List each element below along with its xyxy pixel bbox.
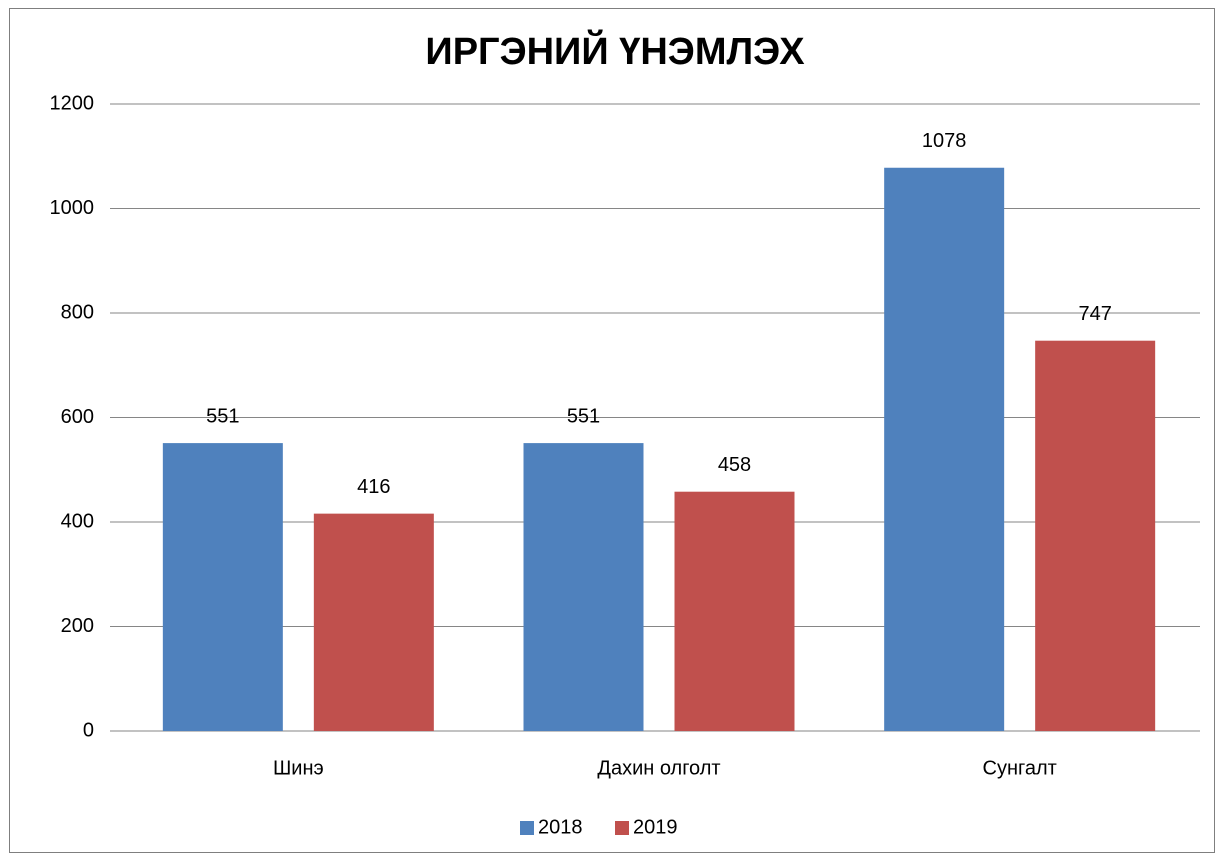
data-label: 551 — [206, 405, 239, 427]
y-tick-label: 1200 — [50, 92, 95, 114]
bar — [313, 513, 434, 731]
data-label: 747 — [1078, 303, 1111, 325]
bar — [674, 491, 795, 731]
x-tick-label: Дахин олголт — [597, 757, 720, 779]
legend-swatch — [520, 821, 534, 835]
bar — [523, 443, 644, 731]
chart-title: ИРГЭНИЙ ҮНЭМЛЭХ — [425, 28, 805, 73]
y-tick-label: 1000 — [50, 197, 95, 219]
legend-swatch — [615, 821, 629, 835]
data-label: 1078 — [922, 130, 967, 152]
bar — [884, 167, 1005, 731]
data-label: 416 — [357, 476, 390, 498]
x-tick-label: Шинэ — [273, 757, 324, 779]
bar — [1035, 340, 1156, 731]
data-label: 458 — [718, 454, 751, 476]
data-label: 551 — [567, 405, 600, 427]
x-tick-label: Сунгалт — [983, 757, 1057, 779]
legend-label: 2018 — [538, 816, 583, 838]
y-tick-label: 0 — [83, 719, 94, 741]
y-tick-label: 200 — [61, 615, 94, 637]
y-tick-label: 400 — [61, 510, 94, 532]
y-tick-label: 600 — [61, 406, 94, 428]
legend-label: 2019 — [633, 816, 678, 838]
y-tick-label: 800 — [61, 301, 94, 323]
bar — [162, 443, 283, 731]
